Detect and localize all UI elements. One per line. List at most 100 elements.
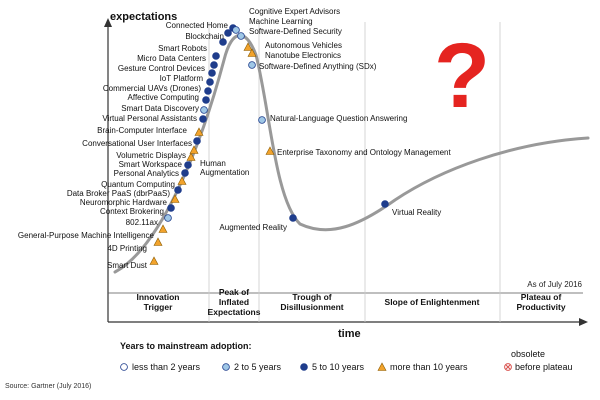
technology-affective-computing: Affective Computing: [128, 93, 210, 104]
technology-volumetric-displays: Volumetric Displays: [116, 151, 196, 161]
legend-item: 5 to 10 years: [300, 362, 365, 372]
technology-label: Smart Data Discovery: [121, 104, 199, 113]
source-label: Source: Gartner (July 2016): [5, 383, 91, 390]
obsolete-icon-stroke: [505, 364, 511, 370]
technology-marker: [206, 78, 214, 86]
technology-label: Cognitive Expert Advisors: [249, 7, 340, 16]
technology-marker: [208, 69, 216, 77]
technology-smart-workspace: Smart Workspace: [119, 160, 192, 169]
technology-marker: [158, 224, 168, 233]
technology-label: IoT Platform: [160, 74, 204, 83]
technology-connected-home: Connected Home: [166, 21, 232, 37]
legend-item: less than 2 years: [120, 362, 201, 372]
technology-label: 4D Printing: [107, 244, 147, 253]
technology-markers: Smart Dust 4D Printing General-Purpose Mac…: [18, 7, 452, 270]
technology-marker: [202, 96, 210, 104]
technology-label: Connected Home: [166, 21, 229, 30]
technology-iot-platform: IoT Platform: [160, 74, 214, 86]
technology-label: Personal Analytics: [114, 169, 179, 178]
technology-label: 802.11ax: [126, 218, 158, 227]
technology-label: General-Purpose Machine Intelligence: [18, 231, 155, 240]
technology-smart-dust: Smart Dust: [107, 256, 159, 270]
technology-brain-computer-interface: Brain-Computer Interface: [97, 126, 204, 136]
technology-general-purpose-machine-intelligence: General-Purpose Machine Intelligence: [18, 224, 168, 240]
y-axis-label: expectations: [110, 11, 177, 23]
technology-blockchain: Blockchain: [185, 32, 227, 46]
technology-label: Nanotube Electronics: [265, 51, 341, 60]
legend: Years to mainstream adoption: less than 2…: [120, 341, 573, 372]
technology-label: Brain-Computer Interface: [97, 126, 187, 135]
technology-marker: [199, 115, 207, 123]
technology-label: Micro Data Centers: [137, 54, 206, 63]
technology-marker: [232, 26, 240, 34]
hype-cycle-curve: [113, 33, 590, 274]
technology-marker: [212, 52, 220, 60]
technology-smart-robots: Smart Robots: [158, 44, 220, 60]
technology-marker: [170, 194, 180, 203]
legend-symbol: [120, 363, 128, 371]
technology-label: Context Brokering: [100, 207, 164, 216]
technology-marker: [149, 256, 159, 265]
technology-marker: [224, 29, 232, 37]
technology-marker: [184, 161, 192, 169]
legend-label: less than 2 years: [132, 362, 201, 372]
technology-data-broker-paas-dbrpaas: Data Broker PaaS (dbrPaaS): [67, 186, 182, 198]
technology-virtual-personal-assistants: Virtual Personal Assistants: [102, 114, 207, 123]
technology-marker: [289, 214, 297, 222]
technology-autonomous-vehicles: Autonomous Vehicles: [243, 41, 342, 51]
technology-marker: [200, 106, 208, 114]
legend-symbol: [300, 363, 308, 371]
technology-label: Quantum Computing: [101, 180, 175, 189]
technology-marker: [381, 200, 389, 208]
technology-marker: [248, 61, 256, 69]
legend-label: 2 to 5 years: [234, 362, 282, 372]
question-mark: ?: [434, 25, 490, 127]
technology-marker: [164, 214, 172, 222]
technology-label: Machine Learning: [249, 17, 313, 26]
technology-label: Blockchain: [185, 32, 224, 41]
technology-commercial-uavs-drones: Commercial UAVs (Drones): [103, 84, 212, 95]
technology-gesture-control-devices: Gesture Control Devices: [118, 64, 216, 77]
phase-label: Trigger: [144, 302, 174, 312]
phase-label: Innovation: [137, 292, 180, 302]
phase-label: Trough of: [292, 292, 331, 302]
legend-title: Years to mainstream adoption:: [120, 341, 252, 351]
technology-software-defined-anything-sdx: Software-Defined Anything (SDx): [248, 61, 377, 71]
technology-quantum-computing: Quantum Computing: [101, 176, 187, 189]
technology-label: Augmented Reality: [219, 223, 287, 232]
technology-micro-data-centers: Micro Data Centers: [137, 54, 218, 69]
phase-label: Productivity: [516, 302, 565, 312]
technology-marker: [194, 127, 204, 136]
phase-label: Peak of: [219, 287, 249, 297]
technology-marker: [186, 152, 196, 161]
technology-marker: [153, 237, 163, 246]
technology-software-defined-security: Software-Defined Security: [237, 27, 342, 40]
technology-label: Augmentation: [200, 168, 249, 177]
technology-marker: [167, 204, 175, 212]
technology-label: Human: [200, 159, 226, 168]
legend-obsolete-label: obsolete: [511, 349, 545, 359]
phase-label: Inflated: [219, 297, 249, 307]
technology-marker: [219, 38, 227, 46]
legend-obsolete: obsolete before plateau: [504, 349, 573, 372]
technology-label: Smart Robots: [158, 44, 207, 53]
technology-marker: [237, 32, 245, 40]
legend-item: more than 10 years: [377, 362, 468, 372]
technology-802-11ax: 802.11ax: [126, 214, 172, 227]
technology-label: Software-Defined Anything (SDx): [259, 62, 377, 71]
technology-machine-learning: Machine Learning: [232, 17, 313, 34]
technology-marker: [204, 87, 212, 95]
technology-marker: [181, 169, 189, 177]
phase-label: Disillusionment: [280, 302, 343, 312]
technology-label: Natural-Language Question Answering: [270, 114, 407, 123]
technology-marker: [174, 186, 182, 194]
as-of-label: As of July 2016: [527, 280, 582, 289]
x-axis-label: time: [338, 328, 361, 340]
technology-enterprise-taxonomy-and-ontology-management: Enterprise Taxonomy and Ontology Managem…: [265, 146, 452, 157]
phase-label: Slope of Enlightenment: [385, 297, 480, 307]
legend-item: 2 to 5 years: [222, 362, 282, 372]
technology-label: Virtual Reality: [392, 208, 441, 217]
